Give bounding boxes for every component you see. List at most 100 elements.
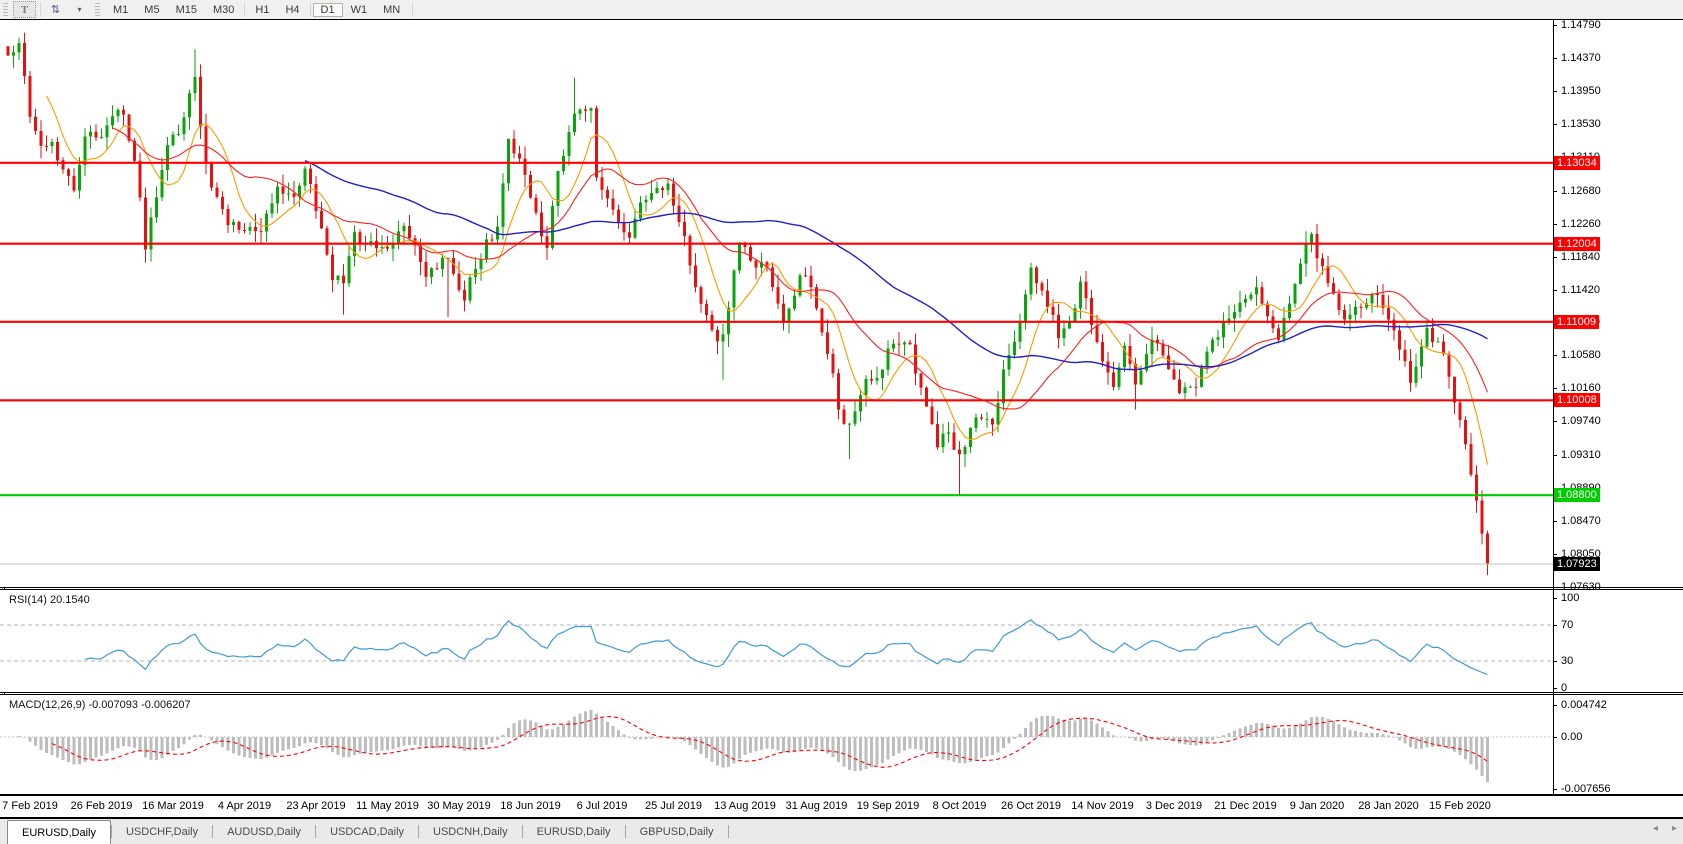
pane-separator[interactable]	[0, 589, 1683, 590]
candle-body	[1288, 303, 1291, 318]
candle-body	[171, 134, 175, 146]
candle-body	[1398, 330, 1401, 350]
candle-body	[529, 174, 532, 198]
candle-body	[193, 76, 197, 94]
pane-separator[interactable]	[0, 694, 1683, 695]
candle-body	[111, 116, 114, 126]
tab-scroll-left-icon[interactable]: ◂	[1652, 823, 1658, 834]
chart-tab-4[interactable]: USDCNH,Daily	[433, 825, 508, 838]
candle-body	[45, 145, 48, 147]
candle-body	[991, 418, 994, 425]
candle-body	[17, 43, 21, 53]
candle-body	[1194, 386, 1198, 388]
price-tick-label: 1.12680	[1561, 184, 1601, 197]
candle-body	[430, 268, 433, 277]
price-axis-line	[1553, 19, 1554, 796]
candle-body	[826, 332, 829, 354]
tab-scroll-right-icon[interactable]: ▸	[1671, 823, 1677, 834]
tab-divider	[418, 825, 420, 838]
axis-tick-mark	[1553, 705, 1557, 706]
timeframe-button-m5[interactable]: M5	[144, 3, 160, 16]
timeframe-button-w1[interactable]: W1	[350, 3, 368, 16]
axis-tick-mark	[1553, 554, 1557, 556]
candle-body	[1018, 322, 1022, 342]
chart-tab-6[interactable]: GBPUSD,Daily	[639, 825, 714, 838]
candle-body	[1222, 320, 1225, 338]
candle-body	[930, 406, 934, 425]
chart-tab-3[interactable]: USDCAD,Daily	[330, 825, 405, 838]
chart-tab-1[interactable]: USDCHF,Daily	[125, 825, 199, 838]
timeframe-button-m15[interactable]: M15	[175, 3, 197, 16]
toolbar-grip[interactable]	[3, 3, 8, 16]
level-price-label: 1.12004	[1554, 236, 1600, 251]
candle-body	[281, 186, 285, 194]
candle-body	[501, 183, 505, 227]
candle-body	[754, 260, 758, 268]
candle-body	[1046, 290, 1049, 307]
axis-tick-mark	[1553, 388, 1557, 390]
candle-body	[985, 418, 989, 420]
macd-pane[interactable]	[0, 695, 1553, 794]
candle-body	[1057, 314, 1060, 339]
timeframe-button-h1[interactable]: H1	[255, 3, 270, 16]
date-tick-label: 3 Dec 2019	[1145, 800, 1203, 812]
level-price-label: 1.10008	[1554, 393, 1600, 408]
candle-body	[325, 228, 329, 255]
candle-body	[419, 245, 422, 262]
candle-body	[1255, 287, 1258, 295]
timeframe-button-mn[interactable]: MN	[383, 3, 401, 16]
candle-body	[1106, 361, 1110, 373]
candle-body	[1167, 355, 1170, 370]
candle-body	[1453, 376, 1456, 403]
axis-tick-mark	[1553, 661, 1557, 662]
timeframe-button-h4[interactable]: H4	[285, 3, 300, 16]
timeframe-button-m30[interactable]: M30	[212, 3, 235, 16]
text-tool-button[interactable]: T	[13, 1, 36, 18]
candle-body	[908, 342, 912, 345]
candle-body	[716, 329, 719, 342]
main-price-pane[interactable]	[0, 20, 1553, 587]
candle-body	[1299, 263, 1302, 284]
rsi-pane[interactable]	[0, 590, 1553, 692]
candle-body	[848, 423, 851, 425]
candle-body	[1266, 303, 1269, 317]
candle-body	[512, 138, 516, 154]
chart-tab-0[interactable]: EURUSD,Daily	[7, 820, 111, 844]
candle-body	[1189, 386, 1192, 388]
candle-body	[683, 221, 686, 237]
date-tick-label: 11 May 2019	[356, 800, 419, 812]
candle-body	[842, 409, 846, 424]
price-tick-label: 1.07630	[1561, 580, 1601, 593]
price-axis[interactable]: 1.147901.143701.139501.135301.131101.126…	[1553, 0, 1683, 817]
candle-body	[688, 236, 692, 266]
candle-body	[980, 417, 983, 419]
candle-body	[331, 254, 334, 281]
timeframe-button-d1[interactable]: D1	[312, 2, 343, 17]
candle-body	[1150, 339, 1154, 355]
chart-tab-2[interactable]: AUDUSD,Daily	[227, 825, 302, 838]
candle-body	[50, 142, 54, 146]
candle-body	[144, 197, 147, 250]
candle-body	[1447, 353, 1451, 377]
chart-tab-5[interactable]: EURUSD,Daily	[536, 825, 611, 838]
timeframe-button-m1[interactable]: M1	[113, 3, 129, 16]
tick-scale-icon[interactable]: ⇅	[50, 4, 61, 16]
dropdown-caret-icon[interactable]: ▾	[77, 5, 82, 14]
candle-body	[1073, 308, 1077, 323]
pane-separator[interactable]	[0, 692, 1683, 693]
candle-body	[809, 275, 813, 288]
candle-body	[1337, 293, 1341, 310]
candle-body	[12, 52, 15, 56]
candle-body	[1359, 306, 1363, 308]
tab-divider	[110, 825, 112, 838]
date-axis[interactable]: 7 Feb 2019 26 Feb 2019 16 Mar 2019 4 Apr 20…	[0, 797, 1553, 817]
pane-separator[interactable]	[0, 587, 1683, 588]
toolbar-grip[interactable]	[95, 3, 100, 16]
candle-body	[738, 244, 741, 271]
candle-body	[1403, 349, 1407, 362]
candle-body	[100, 137, 103, 139]
ma-line-20	[112, 127, 1489, 410]
candle-body	[314, 184, 318, 211]
candle-body	[1205, 351, 1209, 368]
date-tick-label: 6 Jul 2019	[576, 800, 628, 812]
